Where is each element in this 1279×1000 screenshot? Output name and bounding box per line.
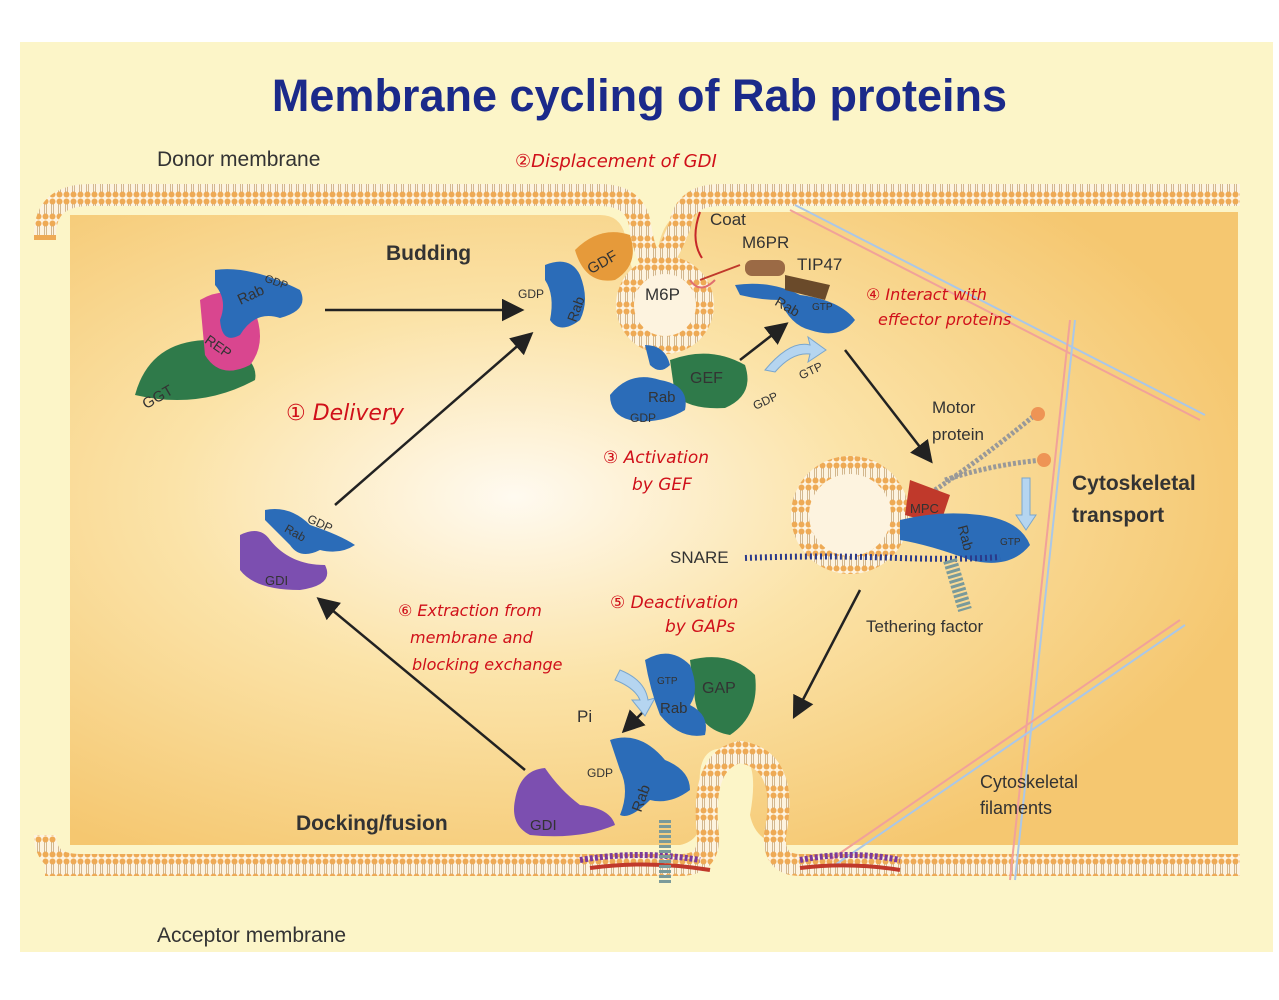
rep-ggt-rab-complex: [135, 269, 303, 400]
gap-label: GAP: [702, 680, 736, 697]
rab-label: Rab: [955, 523, 977, 552]
coat-line: [694, 211, 703, 259]
m6pr-receptor: [689, 260, 785, 289]
gdp-label: GDP: [630, 411, 656, 425]
rab-gdp-docking: [610, 737, 690, 816]
motor-label-1: Motor: [932, 398, 976, 417]
gdi-docking: [514, 768, 615, 837]
pi-label: Pi: [577, 707, 592, 726]
gdi-label: GDI: [530, 817, 557, 834]
annotation-displacement: ②Displacement of GDI: [515, 151, 717, 172]
transport-label: transport: [1072, 504, 1164, 527]
tip47-label: TIP47: [797, 255, 842, 274]
filaments-label-1: Cytoskeletal: [980, 772, 1078, 792]
motor-label-2: protein: [932, 425, 984, 444]
coat-label: Coat: [710, 210, 746, 229]
gtp-label: GTP: [812, 302, 833, 313]
annotation-extraction-2: membrane and: [410, 628, 534, 647]
cycle-arrows: [316, 298, 933, 771]
rab-label: Rab: [660, 700, 688, 717]
exchange-arrows: [614, 335, 1037, 717]
gef-label: GEF: [690, 370, 723, 387]
gdp-label: GDP: [518, 287, 544, 301]
mpc-label: MPC: [910, 501, 939, 516]
gtp-label: GTP: [657, 676, 678, 687]
cytoskeletal-filaments: [789, 204, 1206, 881]
cytoskeletal-label: Cytoskeletal: [1072, 472, 1196, 495]
annotation-effector-2: effector proteins: [878, 310, 1011, 329]
annotation-activation-1: ③ Activation: [603, 448, 709, 468]
gdi-label: GDI: [265, 573, 288, 588]
snare-chain: [744, 553, 1001, 562]
tethering-factor: [943, 557, 972, 613]
gtp-label: GTP: [1000, 537, 1021, 548]
gdp-label: GDP: [587, 766, 613, 780]
cell-interior: [70, 212, 1238, 845]
rab-gtp-effector: [735, 275, 855, 334]
budding-label: Budding: [386, 242, 471, 265]
rab-label: Rab: [648, 389, 676, 406]
annotation-effector-1: ④ Interact with: [866, 285, 987, 304]
gef-rab-complex: [610, 345, 748, 422]
m6p-label: M6P: [645, 285, 680, 304]
annotation-delivery: ① Delivery: [286, 401, 405, 426]
transport-vesicle: [791, 456, 909, 574]
gdf-rab-complex: [545, 232, 633, 328]
gdi-rab-left: [240, 509, 355, 590]
donor-membrane-label: Donor membrane: [157, 148, 320, 171]
mpc-rab-complex: [900, 480, 1030, 563]
budding-vesicle: [616, 256, 714, 354]
annotation-extraction-3: blocking exchange: [412, 655, 563, 674]
fusion-complex: [579, 820, 901, 885]
acceptor-membrane: [34, 740, 1240, 876]
annotation-deactivation-2: by GAPs: [665, 617, 735, 637]
acceptor-membrane-label: Acceptor membrane: [157, 924, 346, 947]
annotation-extraction-1: ⑥ Extraction from: [398, 601, 542, 620]
filaments-label-2: filaments: [980, 798, 1052, 818]
page-title: Membrane cycling of Rab proteins: [271, 70, 1008, 121]
snare-label: SNARE: [670, 548, 729, 567]
annotation-activation-2: by GEF: [632, 475, 692, 495]
m6pr-label: M6PR: [742, 233, 789, 252]
motor-protein: [933, 407, 1051, 493]
gap-rab-complex: [645, 653, 756, 736]
docking-label: Docking/fusion: [296, 812, 448, 835]
donor-membrane: [34, 184, 1240, 274]
tethering-label: Tethering factor: [866, 617, 984, 636]
annotation-deactivation-1: ⑤ Deactivation: [610, 593, 738, 613]
